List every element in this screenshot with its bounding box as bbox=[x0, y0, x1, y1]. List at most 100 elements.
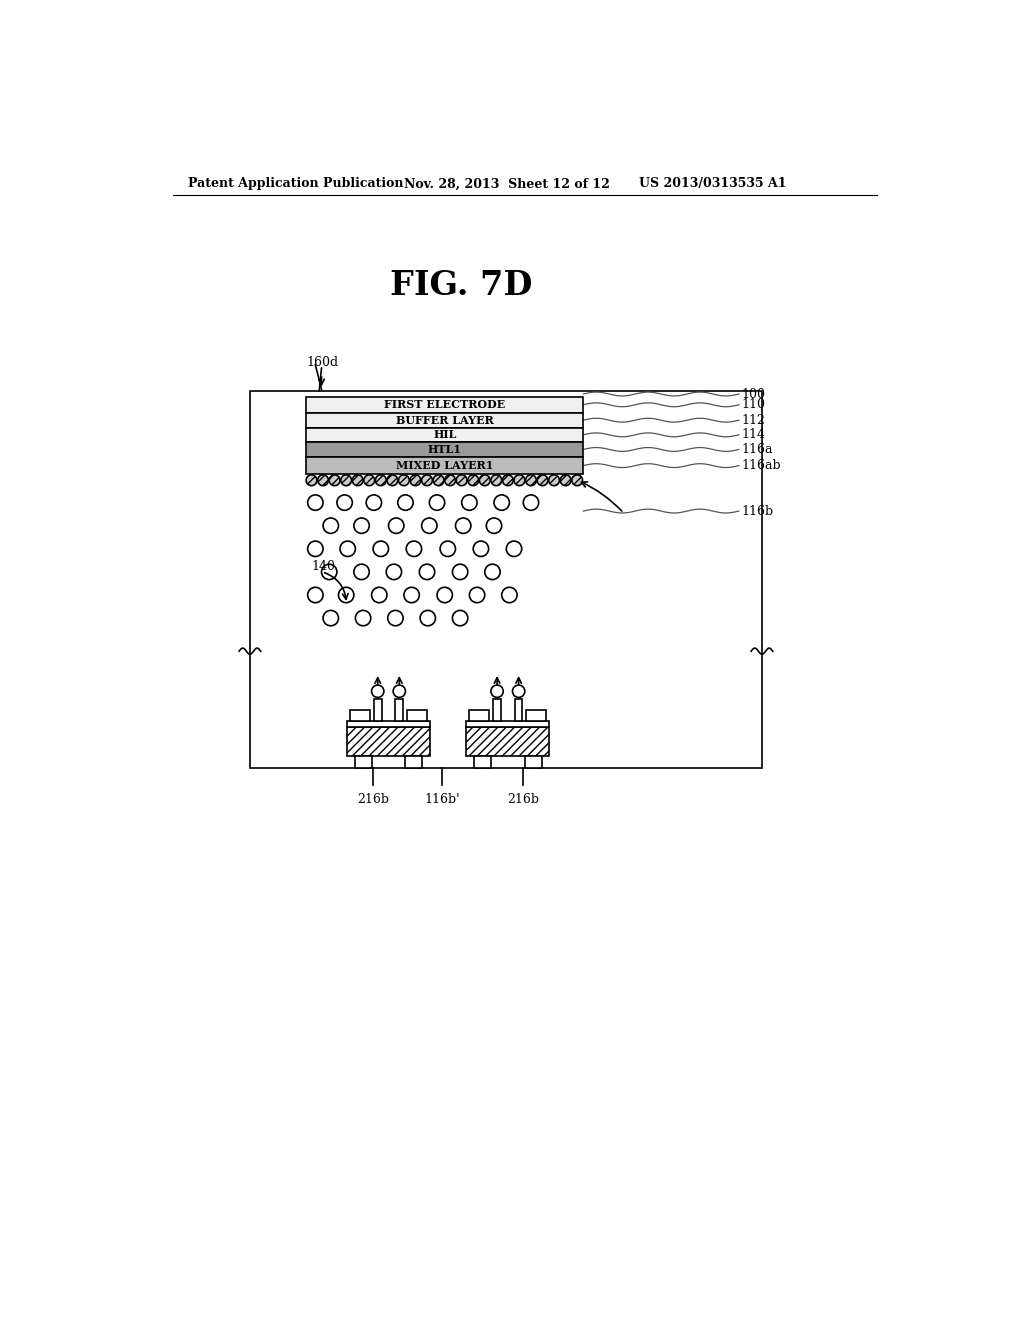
Circle shape bbox=[473, 541, 488, 557]
Text: 112: 112 bbox=[741, 413, 765, 426]
Circle shape bbox=[462, 495, 477, 511]
Circle shape bbox=[354, 564, 370, 579]
Circle shape bbox=[307, 587, 323, 603]
Circle shape bbox=[484, 564, 500, 579]
Bar bbox=[306, 442, 584, 457]
Circle shape bbox=[307, 495, 323, 511]
Bar bbox=[474, 756, 490, 768]
Circle shape bbox=[429, 495, 444, 511]
Circle shape bbox=[306, 475, 316, 486]
Circle shape bbox=[437, 587, 453, 603]
Circle shape bbox=[502, 587, 517, 603]
Circle shape bbox=[387, 475, 397, 486]
Circle shape bbox=[433, 475, 444, 486]
Text: 140: 140 bbox=[311, 560, 336, 573]
Text: 100: 100 bbox=[741, 388, 765, 400]
Text: 116ab: 116ab bbox=[741, 459, 780, 473]
Circle shape bbox=[422, 475, 432, 486]
Text: 116a: 116a bbox=[741, 444, 773, 455]
Circle shape bbox=[339, 587, 354, 603]
Circle shape bbox=[486, 517, 502, 533]
Bar bbox=[407, 710, 427, 721]
Circle shape bbox=[453, 610, 468, 626]
Circle shape bbox=[494, 495, 509, 511]
Circle shape bbox=[337, 495, 352, 511]
Circle shape bbox=[367, 495, 382, 511]
Circle shape bbox=[549, 475, 559, 486]
Circle shape bbox=[323, 517, 339, 533]
Bar bbox=[469, 710, 489, 721]
Bar bbox=[406, 756, 422, 768]
Circle shape bbox=[388, 517, 403, 533]
Circle shape bbox=[571, 475, 583, 486]
Circle shape bbox=[388, 610, 403, 626]
Bar bbox=[306, 397, 584, 412]
Text: FIG. 7D: FIG. 7D bbox=[390, 269, 532, 302]
Circle shape bbox=[397, 495, 413, 511]
Text: 116b': 116b' bbox=[425, 793, 460, 807]
Circle shape bbox=[453, 564, 468, 579]
Circle shape bbox=[440, 541, 456, 557]
Circle shape bbox=[341, 475, 351, 486]
Bar bbox=[306, 428, 584, 442]
Circle shape bbox=[364, 475, 375, 486]
Bar bbox=[306, 457, 584, 474]
Circle shape bbox=[469, 587, 484, 603]
Circle shape bbox=[506, 541, 521, 557]
Circle shape bbox=[372, 587, 387, 603]
Circle shape bbox=[457, 475, 467, 486]
Circle shape bbox=[403, 587, 419, 603]
Text: Patent Application Publication: Patent Application Publication bbox=[188, 177, 403, 190]
Bar bbox=[466, 726, 550, 756]
Text: 160d: 160d bbox=[306, 356, 338, 370]
Circle shape bbox=[386, 564, 401, 579]
Text: Nov. 28, 2013  Sheet 12 of 12: Nov. 28, 2013 Sheet 12 of 12 bbox=[403, 177, 609, 190]
Circle shape bbox=[420, 610, 435, 626]
Circle shape bbox=[560, 475, 571, 486]
Circle shape bbox=[525, 475, 537, 486]
Bar bbox=[250, 391, 762, 768]
Circle shape bbox=[419, 564, 435, 579]
Circle shape bbox=[444, 475, 456, 486]
Text: 116b: 116b bbox=[741, 504, 773, 517]
Circle shape bbox=[376, 475, 386, 486]
Text: BUFFER LAYER: BUFFER LAYER bbox=[396, 414, 494, 425]
Circle shape bbox=[307, 541, 323, 557]
Text: HTL1: HTL1 bbox=[428, 444, 462, 455]
Circle shape bbox=[372, 685, 384, 697]
Text: 114: 114 bbox=[741, 428, 765, 441]
Circle shape bbox=[512, 685, 524, 697]
Bar bbox=[374, 700, 382, 721]
Text: 216b: 216b bbox=[507, 793, 540, 807]
Bar bbox=[526, 710, 547, 721]
Circle shape bbox=[330, 475, 340, 486]
Circle shape bbox=[490, 475, 502, 486]
Text: MIXED LAYER1: MIXED LAYER1 bbox=[396, 461, 494, 471]
Circle shape bbox=[317, 475, 329, 486]
Circle shape bbox=[398, 475, 410, 486]
Circle shape bbox=[479, 475, 490, 486]
Circle shape bbox=[323, 610, 339, 626]
Bar bbox=[466, 721, 550, 726]
Circle shape bbox=[393, 685, 406, 697]
Circle shape bbox=[503, 475, 513, 486]
Circle shape bbox=[456, 517, 471, 533]
Circle shape bbox=[322, 564, 337, 579]
Circle shape bbox=[523, 495, 539, 511]
Circle shape bbox=[514, 475, 525, 486]
Bar bbox=[350, 710, 370, 721]
Text: 110: 110 bbox=[741, 399, 765, 412]
Circle shape bbox=[538, 475, 548, 486]
Text: HIL: HIL bbox=[433, 429, 457, 441]
Bar bbox=[347, 721, 430, 726]
Bar bbox=[515, 700, 522, 721]
Circle shape bbox=[352, 475, 364, 486]
Circle shape bbox=[407, 541, 422, 557]
Circle shape bbox=[410, 475, 421, 486]
Bar bbox=[347, 726, 430, 756]
Text: FIRST ELECTRODE: FIRST ELECTRODE bbox=[384, 400, 506, 411]
Circle shape bbox=[354, 517, 370, 533]
Text: US 2013/0313535 A1: US 2013/0313535 A1 bbox=[639, 177, 786, 190]
Bar bbox=[494, 700, 501, 721]
Bar bbox=[524, 756, 542, 768]
